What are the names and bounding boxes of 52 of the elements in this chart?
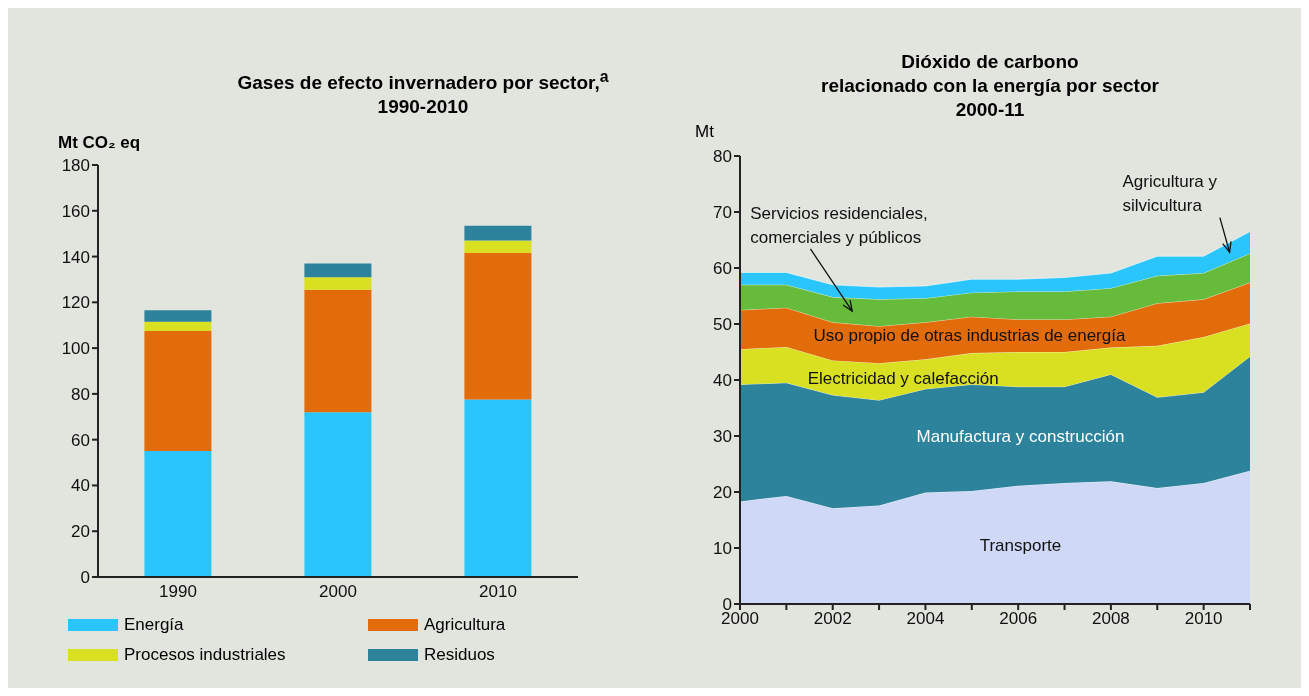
y-tick-label: 50 [713,315,732,335]
y-axis-title: Mt CO₂ eq [57,133,142,154]
bar [144,330,212,452]
y-axis-title: Mt [694,122,715,143]
series-label: Transporte [979,535,1062,555]
bar [304,412,372,577]
legend-label: Energía [124,615,184,635]
y-tick-label: 40 [713,371,732,391]
bar [304,263,372,278]
y-tick-label: 100 [61,339,90,359]
legend-label: Procesos industriales [124,645,286,665]
y-tick-label: 60 [71,430,90,450]
y-tick-label: 30 [713,427,732,447]
x-tick-label: 2010 [1184,609,1223,629]
chart-title: Dióxido de carbono relacionado con la energía por sector 2000-11 [820,50,1160,122]
bar [464,253,532,400]
y-tick-label: 80 [713,147,732,167]
y-tick-label: 80 [71,384,90,404]
series-label: Agricultura y silvicultura [1122,172,1218,216]
y-tick-label: 70 [713,203,732,223]
y-tick-label: 160 [61,201,90,221]
x-tick-label: 2008 [1091,609,1130,629]
series-label: Uso propio de otras industrias de energía [813,326,1126,346]
x-tick-label: 2010 [479,582,517,602]
bar [464,225,532,241]
bar [304,289,372,413]
x-tick-label: 2000 [319,582,357,602]
y-tick-label: 0 [80,568,90,588]
y-tick-label: 180 [61,156,90,176]
series-label: Manufactura y construcción [916,427,1125,447]
legend-label: Agricultura [424,615,506,635]
text: Servicios residenciales, comerciales y públicos [750,203,928,247]
y-tick-label: 140 [61,247,90,267]
x-tick-label: 2002 [813,609,852,629]
chart-title: Gases de efecto invernadero por sector,$^{a}$ 1990-2010 [237,68,609,118]
bar [144,310,212,322]
x-tick-label: 2006 [999,609,1038,629]
bar [144,321,212,331]
y-tick-label: 20 [71,522,90,542]
y-tick-label: 10 [713,539,732,559]
bar [464,240,532,254]
bar [304,277,372,290]
bar [144,451,212,577]
x-tick-label: 2004 [906,609,945,629]
legend-label: Residuos [424,645,495,665]
y-tick-label: 40 [71,476,90,496]
y-tick-label: 60 [713,259,732,279]
series-label: Electricidad y calefacción [807,368,999,388]
bar [464,399,532,577]
x-tick-label: 1990 [159,582,197,602]
y-tick-label: 120 [61,293,90,313]
y-tick-label: 20 [713,483,732,503]
